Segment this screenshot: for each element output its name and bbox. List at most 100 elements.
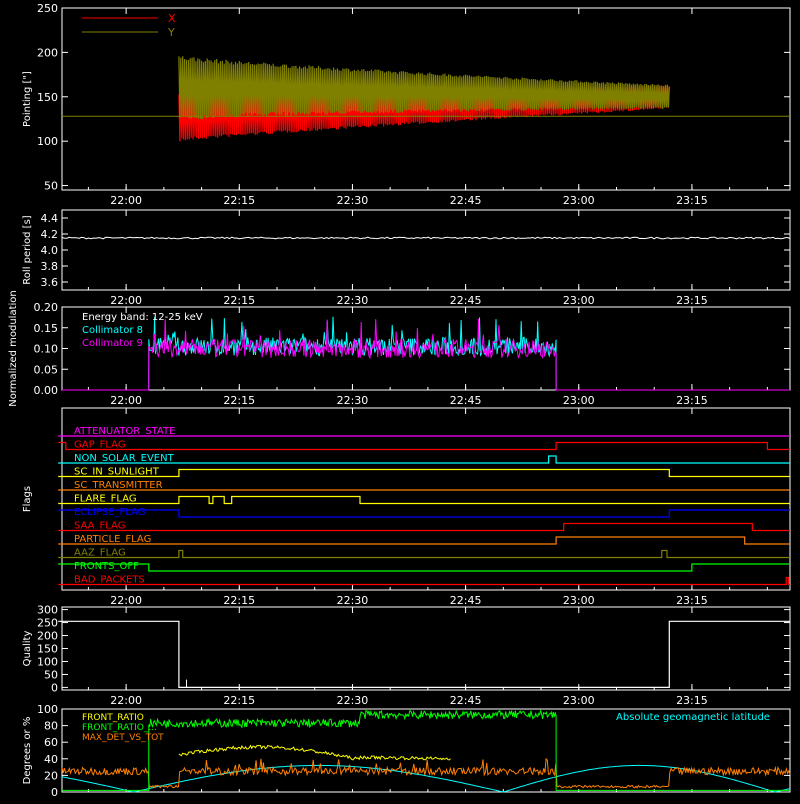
legend-entry: Collimator 9: [82, 338, 143, 349]
legend-entry: FRONT_RATIO: [82, 713, 144, 723]
flag-label: SC_IN_SUNLIGHT: [74, 467, 160, 478]
flag-label: FRONTS_OFF: [74, 561, 139, 572]
x-tick-label: 22:15: [223, 694, 255, 707]
flag-saa_flag-trace: [58, 522, 790, 532]
y-tick-label: 50: [44, 668, 58, 681]
latitude-annotation: Absolute geomagnetic latitude: [616, 712, 770, 723]
y-tick-label: 100: [37, 135, 58, 148]
y-axis-label: Degrees or %: [22, 717, 33, 785]
quality-line: [58, 620, 790, 689]
flag-flare_flag-trace: [58, 495, 790, 505]
flag-label: NON_SOLAR_EVENT: [74, 453, 175, 464]
y-axis-label-text: Normalized modulation: [8, 290, 19, 407]
x-tick-label: 22:15: [223, 394, 255, 407]
front-ratio-2-line: [62, 709, 790, 791]
x-tick-label: 22:45: [450, 594, 482, 607]
flag-label: ECLIPSE_FLAG: [74, 507, 145, 518]
flag-non_solar_event-trace: [58, 455, 790, 464]
flag-label: SAA_FLAG: [74, 521, 125, 532]
x-tick-label: 23:00: [563, 294, 595, 307]
y-tick-label: 4.4: [41, 212, 59, 225]
y-axis-label: Flags: [22, 486, 33, 512]
y-tick-label: 3.8: [41, 260, 59, 273]
x-tick-label: 22:00: [110, 594, 142, 607]
flag-label: BAD_PACKETS: [74, 575, 145, 586]
flag-gap_flag-trace: [58, 441, 790, 451]
x-tick-label: 22:00: [110, 394, 142, 407]
y-tick-label: 0.05: [34, 363, 59, 376]
y-tick-label: 0.10: [34, 343, 59, 356]
flag-label: PARTICLE_FLAG: [74, 534, 151, 545]
y-tick-label: 0.20: [34, 301, 59, 314]
y-axis-label-text: Flags: [22, 486, 33, 512]
y-axis-label: Quality: [22, 631, 33, 667]
y-tick-label: 20: [44, 769, 58, 782]
y-tick-label: 100: [37, 655, 58, 668]
plot-frame: [61, 708, 791, 793]
legend-entry: Collimator 8: [82, 325, 143, 336]
y-tick-label: 4.2: [41, 228, 59, 241]
x-tick-label: 22:45: [450, 194, 482, 207]
x-tick-label: 22:30: [337, 394, 369, 407]
y-axis-label: Pointing ["]: [22, 71, 33, 127]
y-tick-label: 0: [51, 786, 58, 799]
x-tick-label: 22:00: [110, 694, 142, 707]
legend-entry: X: [168, 12, 176, 25]
y-tick-label: 3.6: [41, 276, 59, 289]
x-tick-label: 22:30: [337, 594, 369, 607]
flag-label: FLARE_FLAG: [74, 494, 137, 505]
flag-label: ATTENUATOR_STATE: [74, 426, 175, 437]
y-tick-label: 200: [37, 630, 58, 643]
y-tick-label: 50: [44, 180, 58, 193]
flag-sc_in_sunlight-trace: [58, 468, 790, 478]
front-ratio-line: [178, 744, 451, 761]
geomagnetic-latitude-line: [61, 764, 791, 793]
x-tick-label: 22:30: [337, 294, 369, 307]
x-tick-label: 22:15: [223, 194, 255, 207]
flag-aaz_flag-trace: [58, 549, 790, 559]
x-tick-label: 22:15: [223, 594, 255, 607]
x-tick-label: 23:15: [676, 594, 708, 607]
max-det-vs-tot-line: [61, 757, 791, 789]
y-axis-label-text: Quality: [22, 631, 33, 667]
flag-label: SC_TRANSMITTER: [74, 480, 163, 491]
y-axis-label: Normalized modulation: [8, 290, 19, 407]
flag-label: AAZ_FLAG: [74, 548, 126, 559]
legend-entry: FRONT_RATIO_...: [82, 723, 157, 733]
flag-fronts_off-trace: [58, 563, 790, 572]
y-tick-label: 150: [37, 91, 58, 104]
y-axis-label-text: Roll period [s]: [22, 215, 33, 284]
legend-entry: MAX_DET_VS_TOT: [82, 733, 164, 743]
plot-frame: [61, 407, 791, 591]
x-tick-label: 22:45: [450, 294, 482, 307]
x-tick-label: 22:45: [450, 394, 482, 407]
flag-eclipse_flag-trace: [58, 509, 790, 518]
flag-bad_packets-trace: [58, 576, 790, 586]
x-tick-label: 22:30: [337, 194, 369, 207]
legend-entry: Y: [167, 26, 175, 39]
flag-label: GAP_FLAG: [74, 440, 126, 451]
x-tick-label: 23:00: [563, 694, 595, 707]
y-axis-label-text: Pointing ["]: [22, 71, 33, 127]
y-tick-label: 40: [44, 753, 58, 766]
energy-band-annotation: Energy band: 12-25 keV: [82, 312, 203, 323]
x-tick-label: 23:15: [676, 394, 708, 407]
y-tick-label: 300: [37, 604, 58, 617]
y-tick-label: 250: [37, 617, 58, 630]
x-tick-label: 22:00: [110, 194, 142, 207]
x-tick-label: 22:00: [110, 294, 142, 307]
series-Y-line: [178, 56, 670, 120]
y-axis-label: Roll period [s]: [22, 215, 33, 284]
y-tick-label: 0.00: [34, 384, 59, 397]
y-tick-label: 150: [37, 643, 58, 656]
y-tick-label: 0.15: [34, 322, 59, 335]
y-tick-label: 100: [37, 703, 58, 716]
flag-particle_flag-trace: [58, 536, 790, 545]
y-axis-label-text: Degrees or %: [22, 717, 33, 785]
x-tick-label: 22:30: [337, 694, 369, 707]
y-tick-label: 200: [37, 46, 58, 59]
y-tick-label: 80: [44, 720, 58, 733]
y-tick-label: 250: [37, 2, 58, 15]
